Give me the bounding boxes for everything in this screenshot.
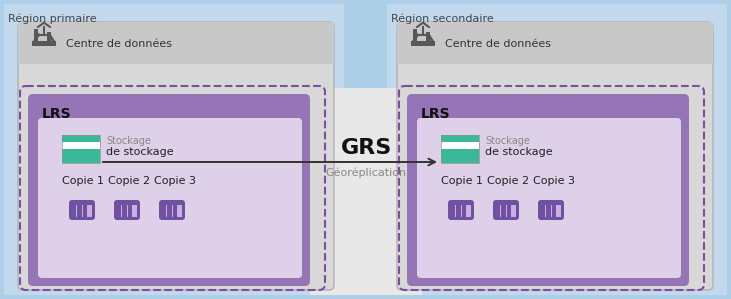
Text: LRS: LRS [421, 107, 450, 121]
Text: GRS: GRS [341, 138, 392, 158]
Text: Copie 1: Copie 1 [441, 176, 483, 186]
Bar [117, 205, 137, 217]
Bar [47, 31, 50, 42]
Bar [162, 205, 167, 217]
FancyBboxPatch shape [538, 200, 564, 220]
FancyBboxPatch shape [28, 94, 310, 286]
Text: Centre de données: Centre de données [445, 39, 551, 49]
Text: de stockage: de stockage [485, 147, 553, 157]
Text: Copie 2: Copie 2 [487, 176, 529, 186]
Bar [173, 205, 177, 217]
Bar [456, 205, 461, 217]
Bar [62, 142, 100, 149]
Bar [542, 205, 545, 217]
Bar [34, 29, 38, 42]
Bar [72, 205, 77, 217]
FancyBboxPatch shape [448, 200, 474, 220]
Bar [425, 31, 430, 42]
Bar [496, 205, 516, 217]
FancyBboxPatch shape [417, 118, 681, 278]
Bar [441, 149, 479, 156]
Bar [441, 135, 479, 163]
Bar [62, 156, 100, 163]
Text: LRS: LRS [42, 107, 72, 121]
Bar [118, 205, 121, 217]
FancyBboxPatch shape [493, 200, 519, 220]
Bar [122, 205, 126, 217]
Bar [162, 205, 182, 217]
FancyBboxPatch shape [159, 200, 185, 220]
Text: Stockage: Stockage [106, 136, 151, 146]
Bar [541, 205, 561, 217]
Bar [167, 205, 172, 217]
Bar [461, 205, 466, 217]
Bar [62, 149, 100, 156]
Bar [411, 41, 435, 46]
Text: Copie 2: Copie 2 [108, 176, 150, 186]
Bar [32, 41, 56, 46]
Bar [397, 22, 713, 64]
Bar [18, 22, 334, 64]
Bar [413, 29, 417, 42]
Bar [547, 205, 550, 217]
FancyBboxPatch shape [114, 200, 140, 220]
Bar [441, 135, 479, 142]
Bar [83, 205, 86, 217]
Bar [62, 135, 100, 142]
Bar [72, 205, 92, 217]
Text: Copie 3: Copie 3 [154, 176, 196, 186]
Bar [441, 142, 479, 149]
Bar [4, 4, 344, 295]
Bar [451, 205, 471, 217]
FancyBboxPatch shape [69, 200, 95, 220]
Text: Centre de données: Centre de données [66, 39, 172, 49]
Text: Région secondaire: Région secondaire [391, 14, 493, 25]
Bar [387, 4, 727, 295]
Text: Région primaire: Région primaire [8, 14, 96, 25]
Text: Copie 1: Copie 1 [62, 176, 104, 186]
Bar [551, 205, 556, 217]
Text: Copie 3: Copie 3 [533, 176, 575, 186]
FancyBboxPatch shape [38, 118, 302, 278]
Text: Géoréplication: Géoréplication [325, 168, 406, 179]
Bar [127, 205, 132, 217]
Text: Stockage: Stockage [485, 136, 530, 146]
Text: de stockage: de stockage [106, 147, 174, 157]
FancyBboxPatch shape [397, 22, 713, 290]
Bar [62, 135, 100, 163]
FancyBboxPatch shape [18, 22, 334, 290]
Bar [310, 88, 422, 295]
Bar [451, 205, 455, 217]
Bar [507, 205, 510, 217]
Bar [77, 205, 81, 217]
Bar [501, 205, 506, 217]
FancyBboxPatch shape [407, 94, 689, 286]
Bar [441, 156, 479, 163]
Bar [496, 205, 501, 217]
